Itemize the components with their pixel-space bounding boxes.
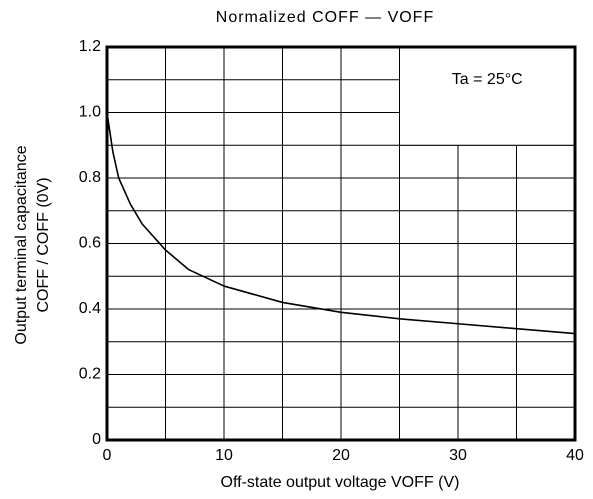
annotation: Ta = 25°C bbox=[452, 71, 523, 88]
x-tick-label: 30 bbox=[449, 447, 467, 464]
y-tick-label: 0.6 bbox=[79, 235, 101, 252]
x-tick-label: 10 bbox=[215, 447, 233, 464]
y-axis-label: Output terminal capacitance bbox=[13, 145, 30, 344]
y-tick-label: 0.8 bbox=[79, 169, 101, 186]
x-axis-label: Off-state output voltage VOFF (V) bbox=[221, 474, 460, 491]
x-tick-label: 0 bbox=[103, 447, 112, 464]
y-tick-label: 1.2 bbox=[79, 38, 101, 55]
x-tick-label: 20 bbox=[332, 447, 350, 464]
annotation-box bbox=[399, 46, 576, 146]
x-tick-label: 40 bbox=[566, 447, 584, 464]
y-tick-label: 0 bbox=[92, 431, 101, 448]
chart-title: Normalized COFF — VOFF bbox=[216, 9, 434, 26]
data-line bbox=[106, 112, 576, 335]
y-tick-label: 1.0 bbox=[79, 104, 101, 121]
y-tick-label: 0.2 bbox=[79, 366, 101, 383]
y-axis-label: COFF / COFF (0V) bbox=[35, 177, 52, 312]
plot-frame bbox=[105, 45, 577, 442]
y-tick-label: 0.4 bbox=[79, 300, 101, 317]
